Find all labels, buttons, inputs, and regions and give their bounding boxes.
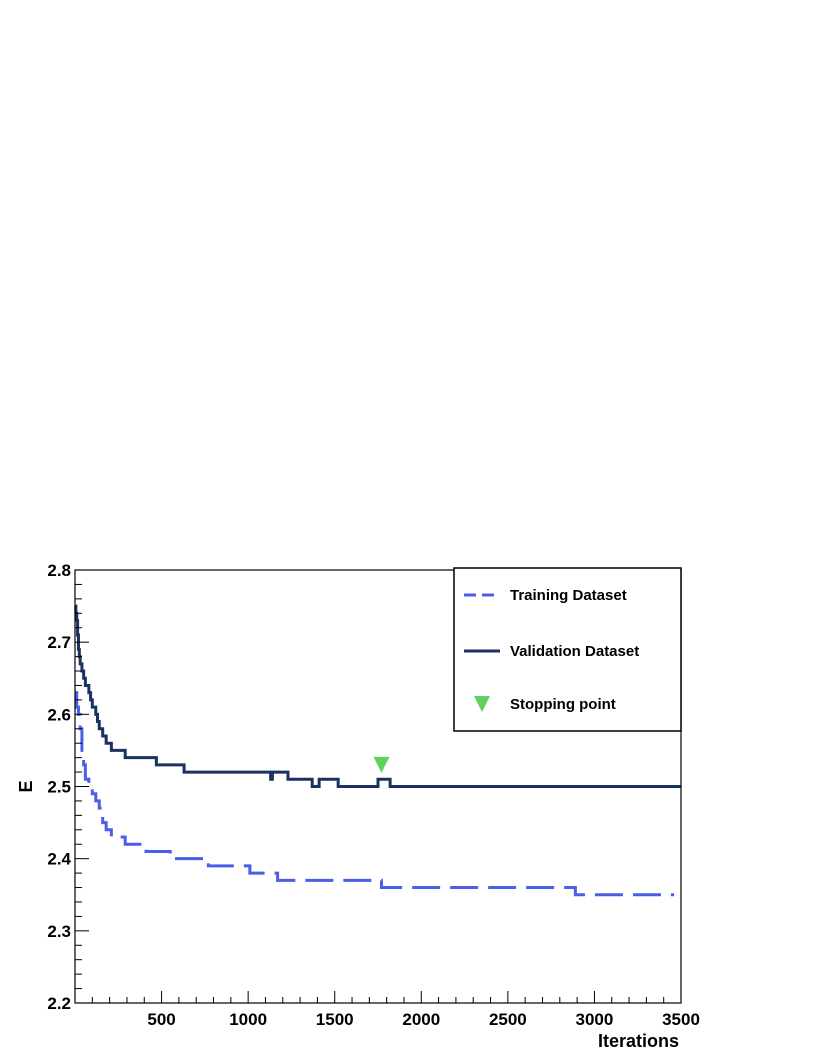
- y-tick-label: 2.2: [47, 994, 71, 1013]
- validation-series-line: [74, 604, 681, 788]
- legend-training-label: Training Dataset: [510, 587, 627, 604]
- y-tick-label: 2.8: [47, 561, 71, 580]
- x-axis-title: Iterations: [598, 1031, 679, 1051]
- stopping-point-marker: [373, 756, 390, 773]
- y-tick-label: 2.3: [47, 922, 71, 941]
- legend: Training Dataset Validation Dataset Stoppi…: [453, 567, 682, 732]
- x-tick-label: 3500: [662, 1010, 700, 1029]
- x-tick-label: 3000: [576, 1010, 614, 1029]
- legend-validation-label: Validation Dataset: [510, 643, 639, 660]
- y-tick-label: 2.7: [47, 633, 71, 652]
- y-tick-label: 2.6: [47, 705, 71, 724]
- y-tick-label: 2.4: [47, 850, 71, 869]
- x-tick-label: 1500: [316, 1010, 354, 1029]
- x-tick-label: 2500: [489, 1010, 527, 1029]
- y-tick-label: 2.5: [47, 778, 71, 797]
- x-tick-label: 1000: [229, 1010, 267, 1029]
- legend-stopping-point-label: Stopping point: [510, 696, 616, 713]
- x-tick-label: 2000: [402, 1010, 440, 1029]
- x-tick-label: 500: [147, 1010, 175, 1029]
- training-series-line: [75, 691, 675, 897]
- legend-stopping-point-icon: [474, 696, 490, 712]
- y-axis-title: E: [16, 780, 36, 792]
- series-layer: [74, 604, 681, 897]
- axes: 500 1000 1500 2000 2500 3000 3500 2.2 2.3 2.4 2.5 2…: [16, 561, 700, 1051]
